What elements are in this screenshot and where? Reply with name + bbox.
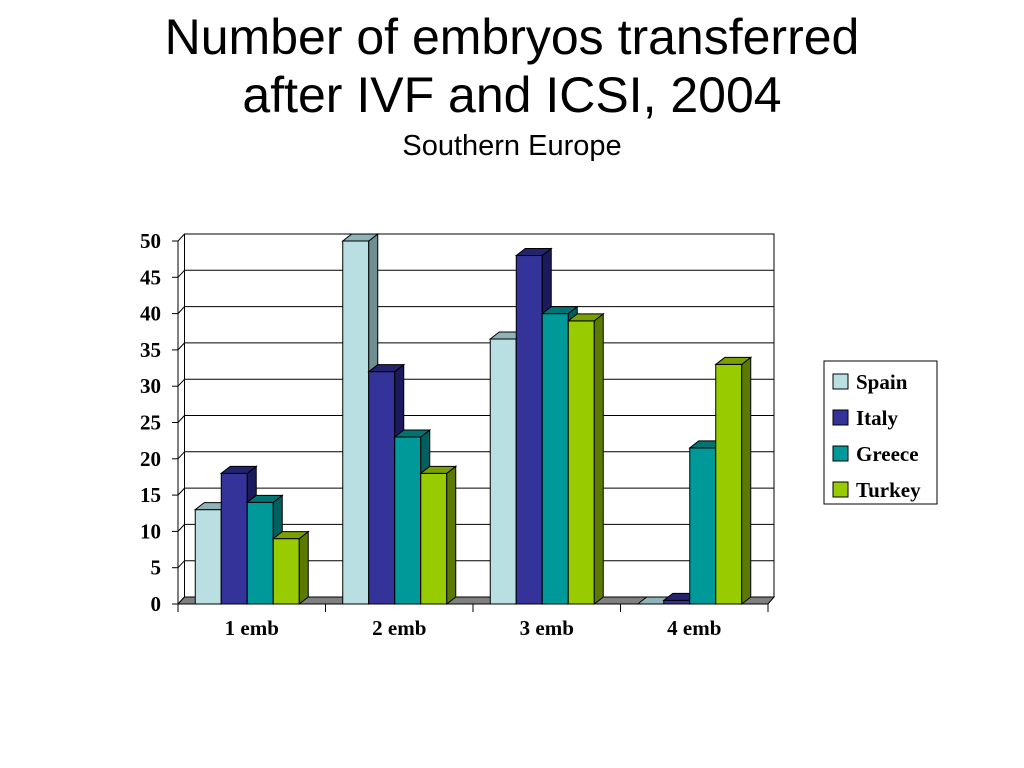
bar-top-italy: [514, 248, 553, 257]
bar-turkey: [715, 363, 743, 605]
bar-italy: [368, 371, 396, 605]
legend-swatch-greece: [832, 445, 849, 462]
bar-greece: [689, 447, 717, 605]
y-tick-label: 35: [140, 338, 161, 362]
x-category-label: 2 emb: [372, 616, 426, 640]
chart-title-line-2: after IVF and ICSI, 2004: [242, 67, 782, 123]
bar-top-italy: [219, 465, 258, 474]
y-tick-label: 45: [140, 265, 161, 289]
x-category-label: 4 emb: [667, 616, 721, 640]
legend-label-greece: Greece: [856, 442, 919, 466]
chart-subtitle: Southern Europe: [402, 130, 622, 162]
bar-top-greece: [393, 429, 432, 438]
bar-turkey: [567, 320, 595, 605]
y-tick-label: 0: [151, 592, 162, 616]
y-tick-label: 5: [151, 556, 162, 580]
y-tick-label: 30: [140, 374, 161, 398]
y-tick-link: [177, 342, 185, 351]
bar-spain: [194, 509, 222, 605]
y-tick-link: [177, 306, 185, 314]
y-tick-label: 50: [140, 229, 161, 253]
y-tick-label: 10: [140, 519, 161, 543]
bar-italy: [663, 599, 691, 605]
y-tick-link: [177, 269, 185, 278]
bar-turkey: [272, 538, 300, 605]
bar-top-greece: [245, 494, 284, 503]
bar-top-turkey: [714, 356, 753, 365]
bar-italy: [220, 472, 248, 605]
bar-top-turkey: [566, 313, 605, 322]
x-category-label: 3 emb: [520, 616, 574, 640]
legend-swatch-italy: [832, 409, 849, 426]
bar-greece: [394, 436, 422, 605]
bar-top-italy: [367, 364, 406, 373]
bar-top-greece: [540, 306, 579, 315]
y-tick-link: [177, 415, 185, 423]
legend-label-turkey: Turkey: [856, 478, 921, 502]
y-tick-link: [177, 451, 185, 460]
bar-italy: [515, 255, 543, 605]
y-tick-link: [177, 378, 185, 387]
bar-side-turkey: [593, 312, 604, 606]
legend-label-spain: Spain: [856, 370, 908, 394]
y-tick-link: [177, 524, 185, 532]
y-tick-label: 20: [140, 447, 161, 471]
legend-swatch-turkey: [832, 481, 849, 498]
legend-swatch-spain: [832, 373, 849, 390]
bar-top-turkey: [271, 531, 310, 540]
bar-side-turkey: [446, 465, 457, 606]
bar-turkey: [420, 472, 448, 605]
bar-top-spain: [341, 233, 380, 242]
bar-side-turkey: [741, 356, 752, 606]
bar-greece: [541, 313, 569, 605]
chart-title-block: Number of embryos transferred after IVF …: [0, 8, 1024, 166]
y-tick-label: 15: [140, 483, 161, 507]
y-tick-link: [177, 560, 185, 569]
y-tick-label: 25: [140, 411, 161, 435]
y-tick-link: [177, 487, 185, 496]
y-tick-label: 40: [140, 302, 161, 326]
legend-label-italy: Italy: [856, 406, 899, 430]
y-tick-link: [177, 233, 185, 242]
bar-top-turkey: [419, 465, 458, 474]
chart-title-line-1: Number of embryos transferred: [164, 9, 860, 65]
bar-spain: [342, 240, 370, 605]
bar-greece: [246, 501, 274, 605]
bar-spain: [489, 338, 517, 605]
x-category-label: 1 emb: [225, 616, 279, 640]
bar-side-turkey: [298, 530, 309, 606]
